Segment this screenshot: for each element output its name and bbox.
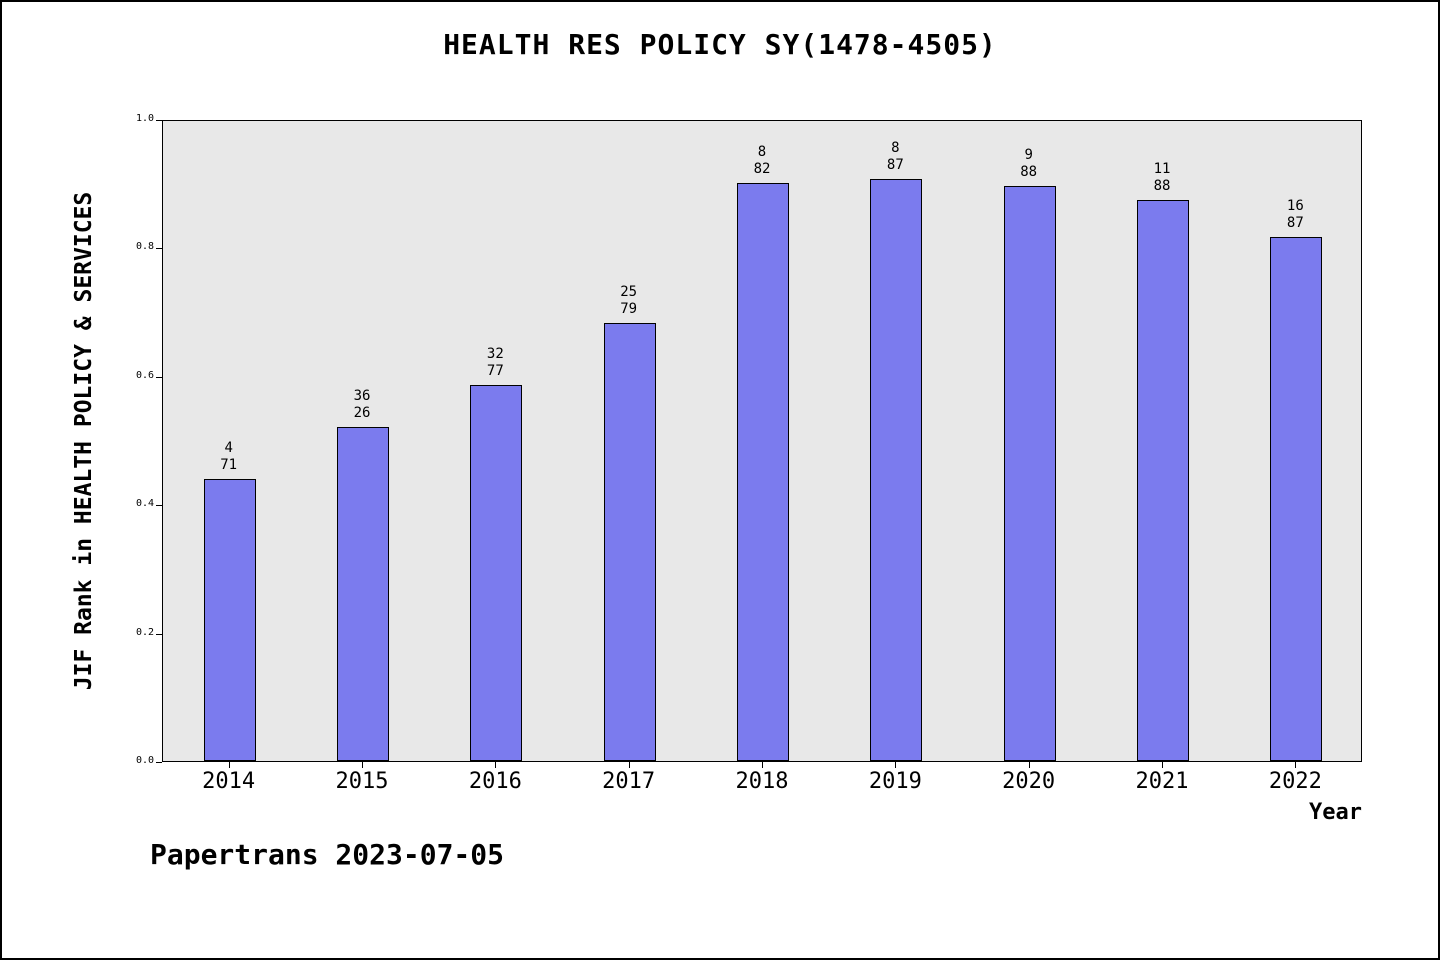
bar [1137,200,1189,761]
x-tick-label: 2021 [1135,769,1189,794]
plot-area [162,120,1362,762]
y-tick-label: 0.8 [135,241,154,252]
x-axis-tick [362,762,363,768]
y-axis-label: JIF Rank in HEALTH POLICY & SERVICES [71,191,97,691]
bar-value-label: 8 87 [886,140,904,173]
bar [603,323,656,761]
x-axis-tick [1162,762,1163,768]
bar [203,479,256,761]
bar-value-label: 16 87 [1286,198,1304,231]
x-tick-label: 2017 [602,769,656,794]
bar [1003,186,1056,761]
x-axis-tick [1295,762,1297,768]
chart-title: HEALTH RES POLICY SY(1478-4505) [443,28,997,61]
x-tick-label: 2014 [202,769,256,794]
x-axis-tick [895,762,897,768]
bar [1270,237,1323,761]
bar-value-label: 9 88 [1020,147,1038,180]
y-axis-tick [156,377,162,378]
x-tick-label: 2018 [735,769,789,794]
x-axis-label: Year [1309,800,1362,825]
x-tick-label: 2019 [868,769,922,794]
x-axis-tick [1028,762,1030,768]
y-axis-tick [156,505,162,506]
y-tick-label: 1.0 [135,113,154,124]
x-tick-label: 2016 [468,769,522,794]
bar [737,183,789,761]
bar-value-label: 25 79 [620,284,638,317]
x-tick-label: 2015 [335,769,389,794]
bar-value-label: 11 88 [1153,161,1171,194]
y-tick-label: 0.4 [135,498,154,509]
bar [337,427,389,761]
x-tick-label: 2022 [1268,769,1322,794]
y-axis-tick [156,762,162,763]
y-axis-tick [156,634,162,635]
x-axis-tick [495,762,497,768]
x-axis-tick [228,762,230,768]
y-tick-label: 0.2 [135,627,154,638]
y-axis-tick [156,120,162,121]
x-tick-label: 2020 [1002,769,1056,794]
bar-value-label: 8 82 [753,144,771,177]
bar [470,385,523,761]
x-axis-tick [628,762,630,768]
bar-value-label: 32 77 [486,346,504,379]
bar-value-label: 4 71 [220,440,238,473]
watermark-text: Papertrans 2023-07-05 [150,838,505,871]
x-axis-tick [762,762,763,768]
bar-value-label: 36 26 [353,388,371,421]
y-tick-label: 0.0 [135,755,154,766]
y-axis-tick [156,248,162,249]
y-tick-label: 0.6 [135,370,154,381]
bar [870,179,923,761]
